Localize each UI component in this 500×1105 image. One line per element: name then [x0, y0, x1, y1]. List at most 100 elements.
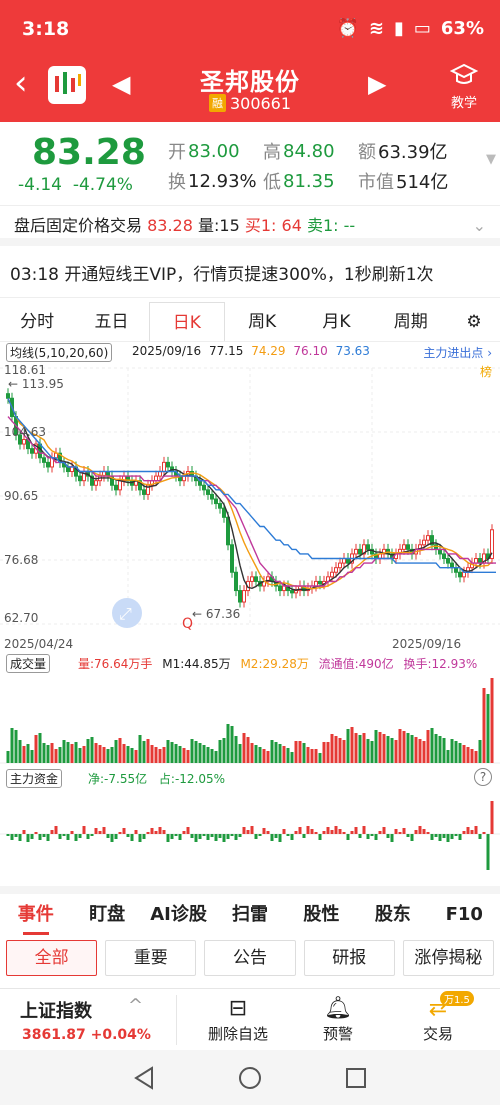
capital-bar — [146, 832, 150, 834]
status-bar: 3:18 ⏰ ≋ ▮ ▭ 63% — [0, 0, 500, 52]
prev-stock-icon[interactable]: ◀ — [112, 70, 131, 98]
tab-events[interactable]: 事件 — [0, 894, 71, 938]
volume-bar — [322, 742, 326, 763]
capital-bar — [298, 827, 302, 834]
capital-bar — [186, 827, 190, 834]
after-hours-volume: 量:15 — [198, 216, 240, 235]
candle — [30, 448, 34, 454]
trade-button[interactable]: ⇄ 交易 万1.5 — [398, 991, 478, 1044]
capital-bar — [290, 834, 294, 840]
amount-value: 63.39亿 — [378, 142, 448, 163]
capital-bar — [122, 828, 126, 834]
chevron-down-icon[interactable]: ⌄ — [472, 216, 486, 235]
tab-intraday[interactable]: 分时 — [20, 312, 55, 332]
capital-selector[interactable]: 主力资金 — [6, 769, 63, 788]
capital-bar — [478, 834, 482, 839]
capital-bar — [102, 827, 106, 834]
mktcap-value: 514亿 — [396, 172, 449, 193]
volume-bar — [238, 744, 242, 763]
volume-bar — [162, 747, 166, 763]
volume-selector[interactable]: 成交量 — [6, 654, 51, 673]
candle — [66, 466, 70, 473]
capital-bar — [454, 834, 458, 836]
volume-bar — [202, 745, 206, 763]
volume-bar — [382, 734, 386, 763]
volume-bar — [146, 739, 150, 763]
chart-settings-icon[interactable]: ⚙ — [466, 312, 482, 332]
app-logo[interactable] — [48, 66, 86, 104]
tab-stock-character[interactable]: 股性 — [303, 904, 340, 925]
status-icons: ⏰ ≋ ▮ ▭ 63% — [336, 18, 484, 39]
filter-research[interactable]: 研报 — [303, 940, 395, 976]
ma60-value: 73.63 — [335, 344, 370, 358]
volume-bar — [214, 751, 218, 763]
candle — [450, 562, 454, 569]
filter-all[interactable]: 全部 — [6, 940, 98, 976]
tab-risk-scan[interactable]: 扫雷 — [231, 904, 268, 925]
open-value: 83.00 — [188, 140, 240, 162]
chart-tabs: 分时 五日 日K 周K 月K 周期 ⚙ — [0, 302, 500, 342]
volume-bar — [246, 737, 250, 763]
alert-button[interactable]: 🔔︎ 预警 — [298, 995, 378, 1044]
battery-icon: ▭ — [413, 18, 431, 39]
volume-bar — [14, 730, 18, 763]
tab-ai-diagnosis[interactable]: AI诊股 — [150, 904, 207, 925]
candlestick-chart[interactable]: 118.61 104.63 90.65 76.68 62.70 2025/04/24 202… — [0, 362, 500, 652]
volume-bar — [478, 740, 482, 763]
candle — [6, 393, 10, 399]
expand-quote-icon[interactable]: ▼ — [486, 152, 496, 167]
ma-date: 2025/09/16 — [132, 344, 202, 358]
price-change: -4.14 -4.74% — [18, 175, 133, 195]
filter-limit-up[interactable]: 涨停揭秘 — [402, 940, 495, 976]
ma10-line — [7, 398, 493, 590]
vip-notice[interactable]: 03:18 开通短线王VIP，行情页提速300%，1秒刷新1次 — [0, 254, 500, 298]
capital-bar — [426, 832, 430, 834]
next-stock-icon[interactable]: ▶ — [368, 70, 387, 98]
candle — [142, 489, 146, 495]
volume-bar — [422, 741, 426, 763]
capital-bar — [450, 834, 454, 839]
volume-bar — [66, 742, 70, 763]
tab-daily-k[interactable]: 日K — [148, 302, 225, 341]
capital-bar — [270, 834, 274, 841]
ma-selector[interactable]: 均线(5,10,20,60) — [6, 343, 113, 362]
help-icon[interactable]: ? — [474, 768, 492, 786]
chevron-up-icon: ^ — [128, 995, 144, 1016]
delete-watchlist-button[interactable]: ⊟ 删除自选 — [198, 995, 278, 1044]
main-flow-points-button[interactable]: 主力进出点 › — [423, 346, 492, 360]
volume-bar — [350, 727, 354, 763]
low-label: 低 — [263, 172, 281, 193]
capital-bar — [434, 834, 438, 837]
candle — [434, 544, 438, 550]
capital-bar — [338, 829, 342, 834]
teach-button[interactable]: 教学 — [442, 62, 486, 111]
tab-monthly-k[interactable]: 月K — [322, 312, 351, 332]
tab-five-day[interactable]: 五日 — [94, 312, 129, 332]
after-hours-row[interactable]: 盘后固定价格交易 83.28 量:15 买1: 64 卖1: -- ⌄ — [0, 206, 500, 246]
tab-shareholders[interactable]: 股东 — [374, 904, 411, 925]
capital-bar — [286, 834, 290, 836]
volume-bar — [142, 741, 146, 763]
candle — [158, 471, 162, 477]
volume-bar — [190, 739, 194, 763]
capital-bar — [194, 834, 198, 842]
back-icon[interactable]: ‹ — [14, 63, 28, 103]
filter-announcement[interactable]: 公告 — [204, 940, 296, 976]
volume-bar — [10, 728, 14, 763]
tab-watch[interactable]: 盯盘 — [89, 904, 126, 925]
volume-legend: 成交量 量:76.64万手 M1:44.85万 M2:29.28万 流通值:49… — [0, 653, 500, 673]
capital-bar — [206, 834, 210, 840]
capital-bar — [378, 831, 382, 834]
filter-important[interactable]: 重要 — [105, 940, 197, 976]
candle — [442, 553, 446, 560]
stock-name: 圣邦股份 — [200, 68, 300, 96]
capital-bar — [78, 834, 82, 838]
tab-weekly-k[interactable]: 周K — [248, 312, 277, 332]
stock-code: 300661 — [229, 94, 292, 113]
capital-bar — [90, 834, 94, 836]
volume-bar — [486, 694, 490, 763]
volume-bar — [386, 736, 390, 763]
volume-bar — [326, 742, 330, 763]
tab-period[interactable]: 周期 — [393, 312, 428, 332]
tab-f10[interactable]: F10 — [445, 904, 483, 925]
